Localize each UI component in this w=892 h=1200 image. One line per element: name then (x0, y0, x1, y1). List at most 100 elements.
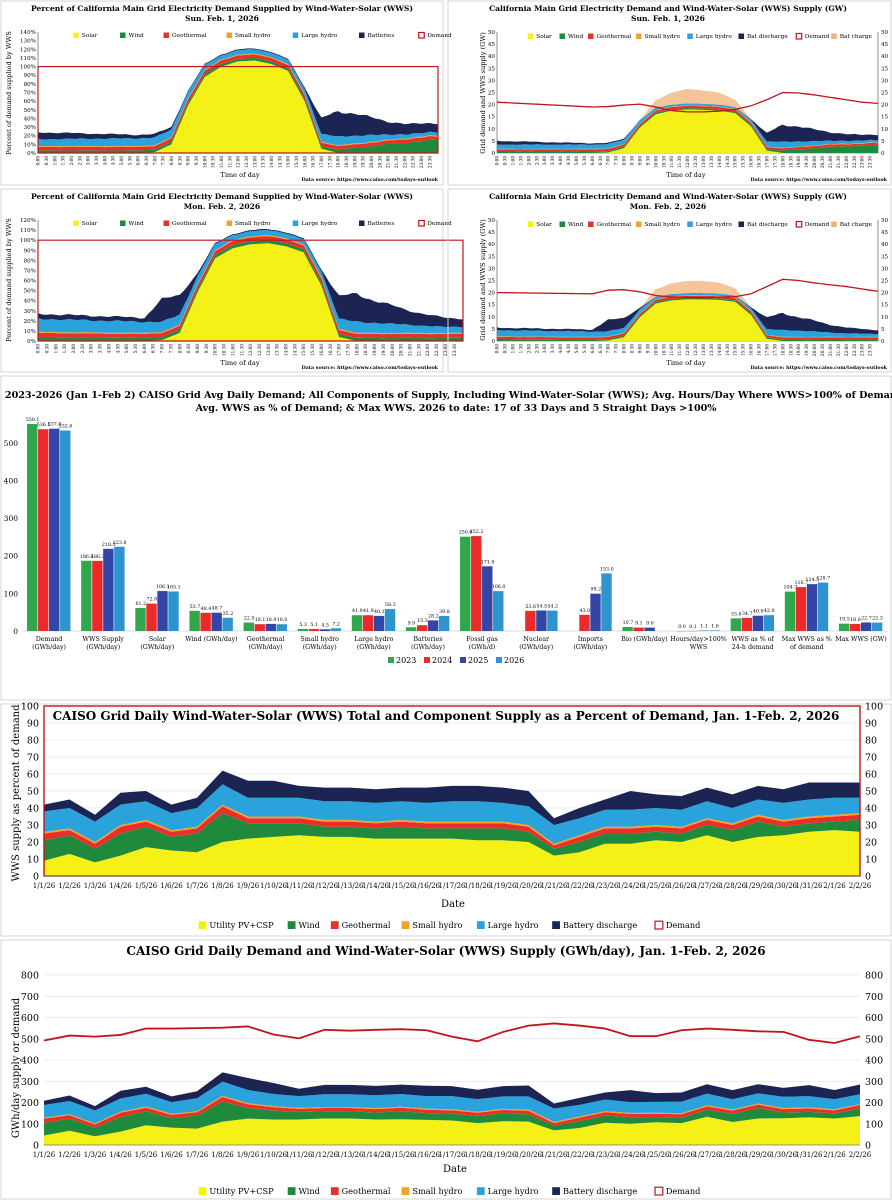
x-tick-label: 14:00 (717, 156, 722, 168)
bar-data-label: 34.7 (742, 611, 753, 617)
x-tick-label: 13:30 (275, 344, 280, 356)
x-tick-label: 2/2/26 (849, 1151, 872, 1159)
x-axis-ticks: 0:00 0:30 1:00 1:30 2:00 2:30 3:00 3:30 4:00 4:30… (495, 344, 873, 356)
x-tick-label: 6:30 (151, 344, 156, 354)
y2-tick-label: 30 (881, 266, 889, 272)
category-label: of demand (790, 644, 824, 651)
category-label: (GWh/day) (519, 644, 553, 651)
area-battery-discharge (44, 1072, 860, 1111)
x-tick-label: 5:00 (574, 156, 579, 166)
x-tick-label: 3:00 (542, 156, 547, 166)
y-tick-label: 100 (21, 1119, 39, 1130)
bar-2025-1 (103, 548, 114, 631)
bar-2025-5 (319, 629, 331, 631)
y-tick-label: 25 (488, 279, 496, 285)
panel-title: 2023-2026 (Jan 1-Feb 2) CAISO Grid Avg D… (5, 390, 892, 401)
x-tick-label: 1:00 (510, 156, 515, 166)
y2-tick-label: 10 (865, 855, 877, 866)
legend: Solar Wind Geothermal Small hydro Large hydr… (73, 31, 452, 39)
bar-data-label: 9.9 (408, 620, 416, 626)
plot-area (496, 32, 879, 154)
area-wind (44, 1101, 860, 1137)
y-tick-label: 30 (27, 821, 39, 832)
bar-data-label: 48.4 (201, 606, 212, 612)
y-tick-label: 0 (33, 1141, 39, 1152)
bar-2026-12 (709, 630, 720, 631)
category-label: Fossil gas (466, 636, 497, 643)
area-bat-charge (497, 280, 878, 331)
area-large-hydro (44, 784, 860, 844)
x-tick-label: 7:00 (606, 156, 611, 166)
x-tick-label: 19:30 (804, 156, 809, 168)
category-label: (GWh/day) (140, 644, 174, 651)
y-tick-label: 400 (4, 476, 19, 485)
x-tick-label: 3:00 (86, 156, 91, 166)
x-tick-label: 17:00 (764, 156, 769, 168)
category-label: (GWh/d) (469, 644, 496, 651)
x-tick-label: 1/10/26 (260, 882, 288, 890)
x-tick-label: 23:30 (868, 344, 873, 356)
x-tick-label: 11:30 (677, 156, 682, 168)
x-tick-label: 12:30 (693, 156, 698, 168)
x-tick-label: 1/17/26 (439, 1151, 467, 1159)
x-tick-label: 1/28/26 (719, 1151, 747, 1159)
x-tick-label: 1/9/26 (237, 882, 260, 890)
x-tick-label: 0:30 (44, 156, 49, 166)
x-tick-label: 16:00 (749, 344, 754, 356)
y2-tick-label: 600 (865, 1013, 883, 1024)
legend-swatch-utility-pv-csp (198, 1187, 207, 1195)
bar-data-label: 19.5 (839, 617, 850, 623)
x-tick-label: 15:00 (286, 156, 291, 168)
legend-swatch-solar (527, 221, 534, 227)
x-tick-label: 1/12/26 (311, 1151, 339, 1159)
x-tick-label: 15:00 (733, 156, 738, 168)
panel-border (447, 188, 892, 373)
x-tick-label: 19:00 (796, 156, 801, 168)
x-tick-label: 18:00 (780, 344, 785, 356)
y-tick-label: 60 (27, 770, 39, 781)
bar-2023-1 (81, 560, 92, 631)
y-tick-label: 100% (20, 238, 36, 244)
legend-label-small-hydro: Small hydro (412, 1186, 462, 1196)
x-tick-label: 14:30 (725, 344, 730, 356)
bar-data-label: 22.5 (244, 616, 255, 622)
x-tick-label: 1/3/26 (84, 1151, 107, 1159)
x-tick-label: 1/2/26 (58, 1151, 81, 1159)
panel-daily-gwh: CAISO Grid Daily Demand and Wind-Water-S… (0, 939, 892, 1200)
bar-2023-0 (27, 423, 38, 631)
x-tick-label: 1/19/26 (490, 1151, 518, 1159)
panel-title: California Main Grid Electricity Demand … (489, 192, 847, 201)
legend-swatch-geothermal (163, 32, 170, 38)
legend-label-bat-discharge: Bat discharge (747, 222, 788, 228)
area-wind (44, 813, 860, 863)
legend-swatch-small-hydro (401, 1187, 410, 1195)
x-tick-label: 1/25/26 (643, 882, 671, 890)
bar-2024-6 (362, 615, 374, 631)
x-tick-label: 4:30 (566, 344, 571, 354)
area-geothermal (44, 1096, 860, 1128)
x-tick-label: 6:00 (590, 156, 595, 166)
x-tick-label: 1/24/26 (617, 1151, 645, 1159)
legend-label-small-hydro: Small hydro (645, 222, 681, 228)
legend-swatch-solar (527, 33, 534, 39)
legend-label-wind: Wind (298, 1186, 319, 1196)
bar-2023-6 (351, 615, 363, 631)
x-tick-label: 7:30 (614, 156, 619, 166)
x-tick-label: 15:00 (733, 344, 738, 356)
x-tick-label: 20:00 (390, 344, 395, 356)
y2-tick-label: 100 (865, 1119, 883, 1130)
bar-2026-15 (871, 622, 883, 631)
y-tick-label: 10% (24, 142, 36, 148)
x-tick-label: 0:00 (495, 156, 500, 166)
y-axis-ticks: 0 0 10 10 20 20 30 30 40 40 50 50 60 60 70 70 80 80 90 90 10… (21, 702, 883, 883)
x-tick-label: 13:00 (701, 156, 706, 168)
legend-label-demand: Demand (805, 34, 830, 40)
x-tick-label: 14:00 (717, 344, 722, 356)
x-tick-label: 5:30 (127, 156, 132, 166)
bar-2024-2 (146, 603, 157, 631)
x-tick-label: 15:30 (741, 344, 746, 356)
legend: 2023 2024 2025 2026 (388, 656, 524, 665)
y-tick-label: 10 (27, 855, 39, 866)
bar-data-label: 550.1 (26, 417, 40, 423)
x-tick-label: 4:00 (102, 156, 107, 166)
